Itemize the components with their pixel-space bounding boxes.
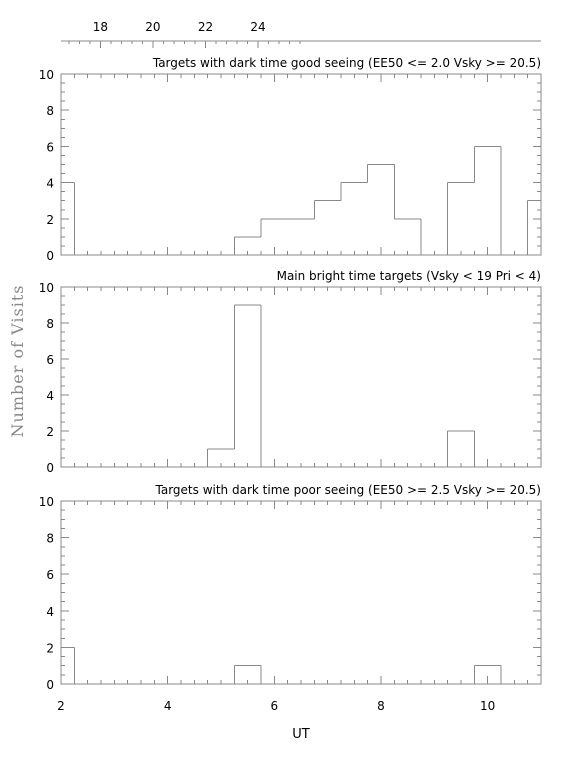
y-tick-label: 6 — [46, 568, 54, 582]
panel-frame — [60, 73, 542, 256]
y-tick-label: 10 — [39, 281, 54, 295]
panels: Targets with dark time good seeing (EE50… — [39, 56, 542, 713]
y-tick-label: 4 — [46, 177, 54, 191]
x-tick-label: 10 — [480, 699, 495, 713]
y-tick-label: 4 — [46, 605, 54, 619]
top-axis-tick-label: 24 — [250, 20, 265, 34]
top-axis: 18 20 22 24 — [61, 20, 541, 48]
panel-3: Targets with dark time poor seeing (EE50… — [39, 483, 542, 713]
y-tick-label: 10 — [39, 495, 54, 509]
top-axis-tick-label: 20 — [145, 20, 160, 34]
x-axis-label: UT — [292, 727, 310, 742]
panel-1: Targets with dark time good seeing (EE50… — [39, 56, 542, 263]
panel-title: Targets with dark time poor seeing (EE50… — [155, 483, 541, 497]
y-tick-label: 0 — [46, 461, 54, 475]
x-tick-label: 8 — [377, 699, 385, 713]
top-axis-tick-label: 18 — [93, 20, 108, 34]
y-tick-label: 10 — [39, 68, 54, 82]
panel-title: Main bright time targets (Vsky < 19 Pri … — [277, 269, 541, 283]
y-tick-label: 2 — [46, 213, 54, 227]
panel-frame — [60, 286, 542, 468]
panel-title: Targets with dark time good seeing (EE50… — [152, 56, 541, 70]
y-tick-label: 2 — [46, 641, 54, 655]
x-tick-label: 6 — [271, 699, 279, 713]
x-tick-label: 4 — [164, 699, 172, 713]
y-tick-label: 2 — [46, 425, 54, 439]
panel-frame — [60, 500, 542, 685]
top-axis-tick-label: 22 — [198, 20, 213, 34]
y-tick-label: 8 — [46, 104, 54, 118]
y-tick-label: 6 — [46, 353, 54, 367]
y-axis-label: Number of Visits — [8, 285, 27, 438]
y-tick-label: 0 — [46, 249, 54, 263]
panel-2: Main bright time targets (Vsky < 19 Pri … — [39, 269, 542, 475]
y-tick-label: 0 — [46, 678, 54, 692]
x-tick-label: 2 — [57, 699, 65, 713]
y-tick-label: 8 — [46, 317, 54, 331]
y-tick-label: 6 — [46, 140, 54, 154]
y-tick-label: 4 — [46, 389, 54, 403]
y-tick-label: 8 — [46, 532, 54, 546]
